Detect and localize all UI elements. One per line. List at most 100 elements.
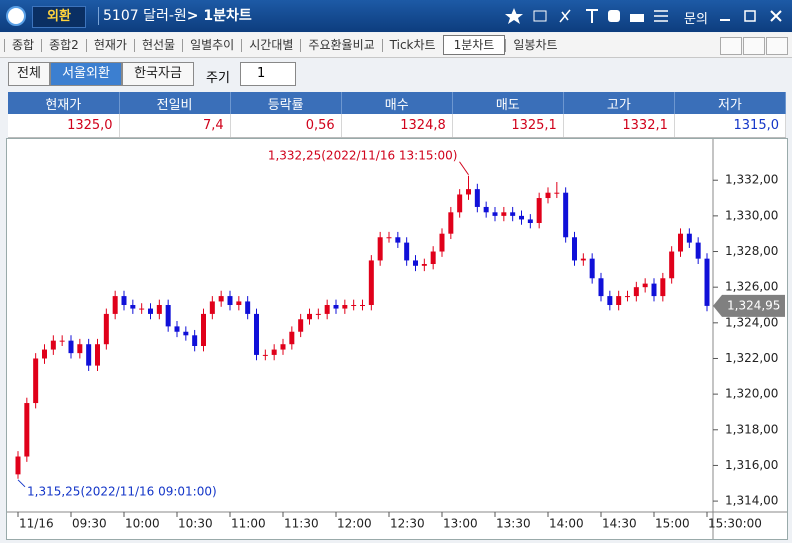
popup-icon[interactable]: [533, 10, 547, 22]
title-bar: 외환 5107 달러-원> 1분차트 문의: [0, 0, 792, 32]
candle-body: [563, 192, 569, 238]
x-tick-label: 10:30: [178, 517, 213, 531]
candle-body: [457, 194, 463, 213]
candle-body: [77, 344, 83, 354]
x-tick-label: 13:00: [443, 517, 478, 531]
period-input[interactable]: 1: [240, 62, 296, 86]
quote-value: 1325,1: [452, 114, 564, 138]
candle-body: [86, 344, 92, 366]
candle-body: [351, 305, 357, 306]
font-icon[interactable]: [586, 9, 598, 23]
candle-body: [271, 349, 277, 355]
candle-body: [510, 212, 516, 216]
candle-body: [421, 264, 427, 266]
quote-value: 1315,0: [674, 114, 787, 138]
candle-body: [598, 278, 604, 297]
quote-header: 등락률: [230, 92, 342, 114]
chart-panel: 1,314,00 1,316,00 1,318,00 1,320,00 1,322,00…: [6, 138, 788, 540]
annotation: 1,332,25(2022/11/16 13:15:00): [268, 148, 458, 162]
star-icon[interactable]: [505, 8, 523, 24]
candle-body: [33, 358, 39, 404]
tab[interactable]: 1분차트: [442, 35, 506, 55]
candle-body: [165, 305, 171, 327]
filter-button[interactable]: 서울외환: [50, 62, 122, 86]
y-tick-label: 1,322,00: [725, 351, 778, 365]
candle-body: [483, 206, 489, 213]
filter-button[interactable]: 전체: [8, 62, 50, 86]
current-price-tag: [713, 294, 785, 317]
candle-body: [404, 242, 410, 261]
candle-body: [501, 212, 507, 216]
tab-bar: 종합 종합2 현재가 현선물 일별추이 시간대별 주요환율비교 Tick차트 1분차트 일봉차트: [0, 33, 792, 58]
candle-body: [589, 258, 595, 279]
toolbar: 전체 서울외환 한국자금 주기 1: [0, 58, 792, 90]
candle-body: [333, 305, 339, 309]
candle-body: [607, 296, 613, 305]
candle-body: [245, 301, 251, 314]
tab[interactable]: Tick차트: [381, 38, 443, 52]
menu-icon[interactable]: [654, 10, 668, 22]
close[interactable]: [770, 10, 782, 22]
next-tab[interactable]: [743, 37, 765, 55]
candle-body: [625, 296, 630, 298]
code: 5107 달러-원: [103, 8, 187, 24]
candle-body: [686, 233, 692, 243]
window-controls: [720, 10, 782, 22]
y-tick-label: 1,318,00: [725, 422, 778, 436]
tab[interactable]: 시간대별: [241, 38, 300, 52]
add-tab[interactable]: [766, 37, 788, 55]
candle-body: [572, 237, 577, 261]
candle-body: [545, 192, 551, 199]
candle-body: [68, 340, 74, 354]
print-icon[interactable]: [630, 14, 644, 22]
filter-button[interactable]: 한국자금: [122, 62, 194, 86]
maximize[interactable]: [744, 10, 756, 22]
candle-body: [236, 301, 242, 305]
candle-body: [448, 212, 454, 234]
x-tick-label: 12:30: [390, 517, 425, 531]
x-tick-label: 14:30: [602, 517, 637, 531]
tab[interactable]: 현재가: [85, 38, 134, 52]
minimize[interactable]: [720, 19, 730, 21]
candle-body: [148, 308, 153, 314]
market-badge[interactable]: 외환: [32, 6, 86, 28]
candle-body: [360, 305, 365, 306]
prev-tab[interactable]: [720, 37, 742, 55]
candle-body: [139, 308, 145, 310]
link-icon[interactable]: [559, 9, 571, 23]
candle-body: [466, 189, 471, 195]
y-tick-label: 1,314,00: [725, 494, 778, 508]
help-icon[interactable]: [608, 10, 620, 22]
tab[interactable]: 종합2: [41, 38, 86, 52]
candle-body: [315, 313, 321, 315]
candle-body: [695, 242, 701, 259]
candle-body: [174, 326, 180, 332]
tab[interactable]: 종합: [4, 38, 41, 52]
candle-body: [413, 260, 418, 266]
candle-body: [439, 233, 445, 252]
x-tick-label: 12:00: [337, 517, 372, 531]
tab[interactable]: 일봉차트: [505, 38, 564, 52]
tab[interactable]: 현선물: [133, 38, 182, 52]
annotation-arrow: [17, 479, 26, 488]
app-logo: [6, 6, 26, 26]
tab[interactable]: 일별추이: [182, 38, 241, 52]
tab-nav: [719, 37, 788, 55]
candle-body: [554, 192, 560, 194]
x-tick-label: 15:30:00: [708, 517, 762, 531]
x-tick-label: 11:00: [231, 517, 266, 531]
tab[interactable]: 주요환율비교: [300, 38, 381, 52]
x-tick-label: 14:00: [549, 517, 584, 531]
candle-body: [112, 296, 118, 314]
candle-body: [342, 305, 348, 309]
candle-body: [156, 305, 162, 314]
quote-header-row: 현재가 전일비 등락률 매수 매도 고가 저가: [8, 92, 787, 114]
candle-body: [289, 331, 295, 345]
inquiry[interactable]: 문의: [684, 12, 708, 27]
y-tick-label: 1,332,00: [725, 173, 778, 187]
quote-header: 고가: [563, 92, 675, 114]
candle-body: [633, 287, 639, 297]
quote-header: 현재가: [8, 92, 120, 114]
candle-body: [280, 344, 286, 350]
y-tick-label: 1,328,00: [725, 244, 778, 258]
